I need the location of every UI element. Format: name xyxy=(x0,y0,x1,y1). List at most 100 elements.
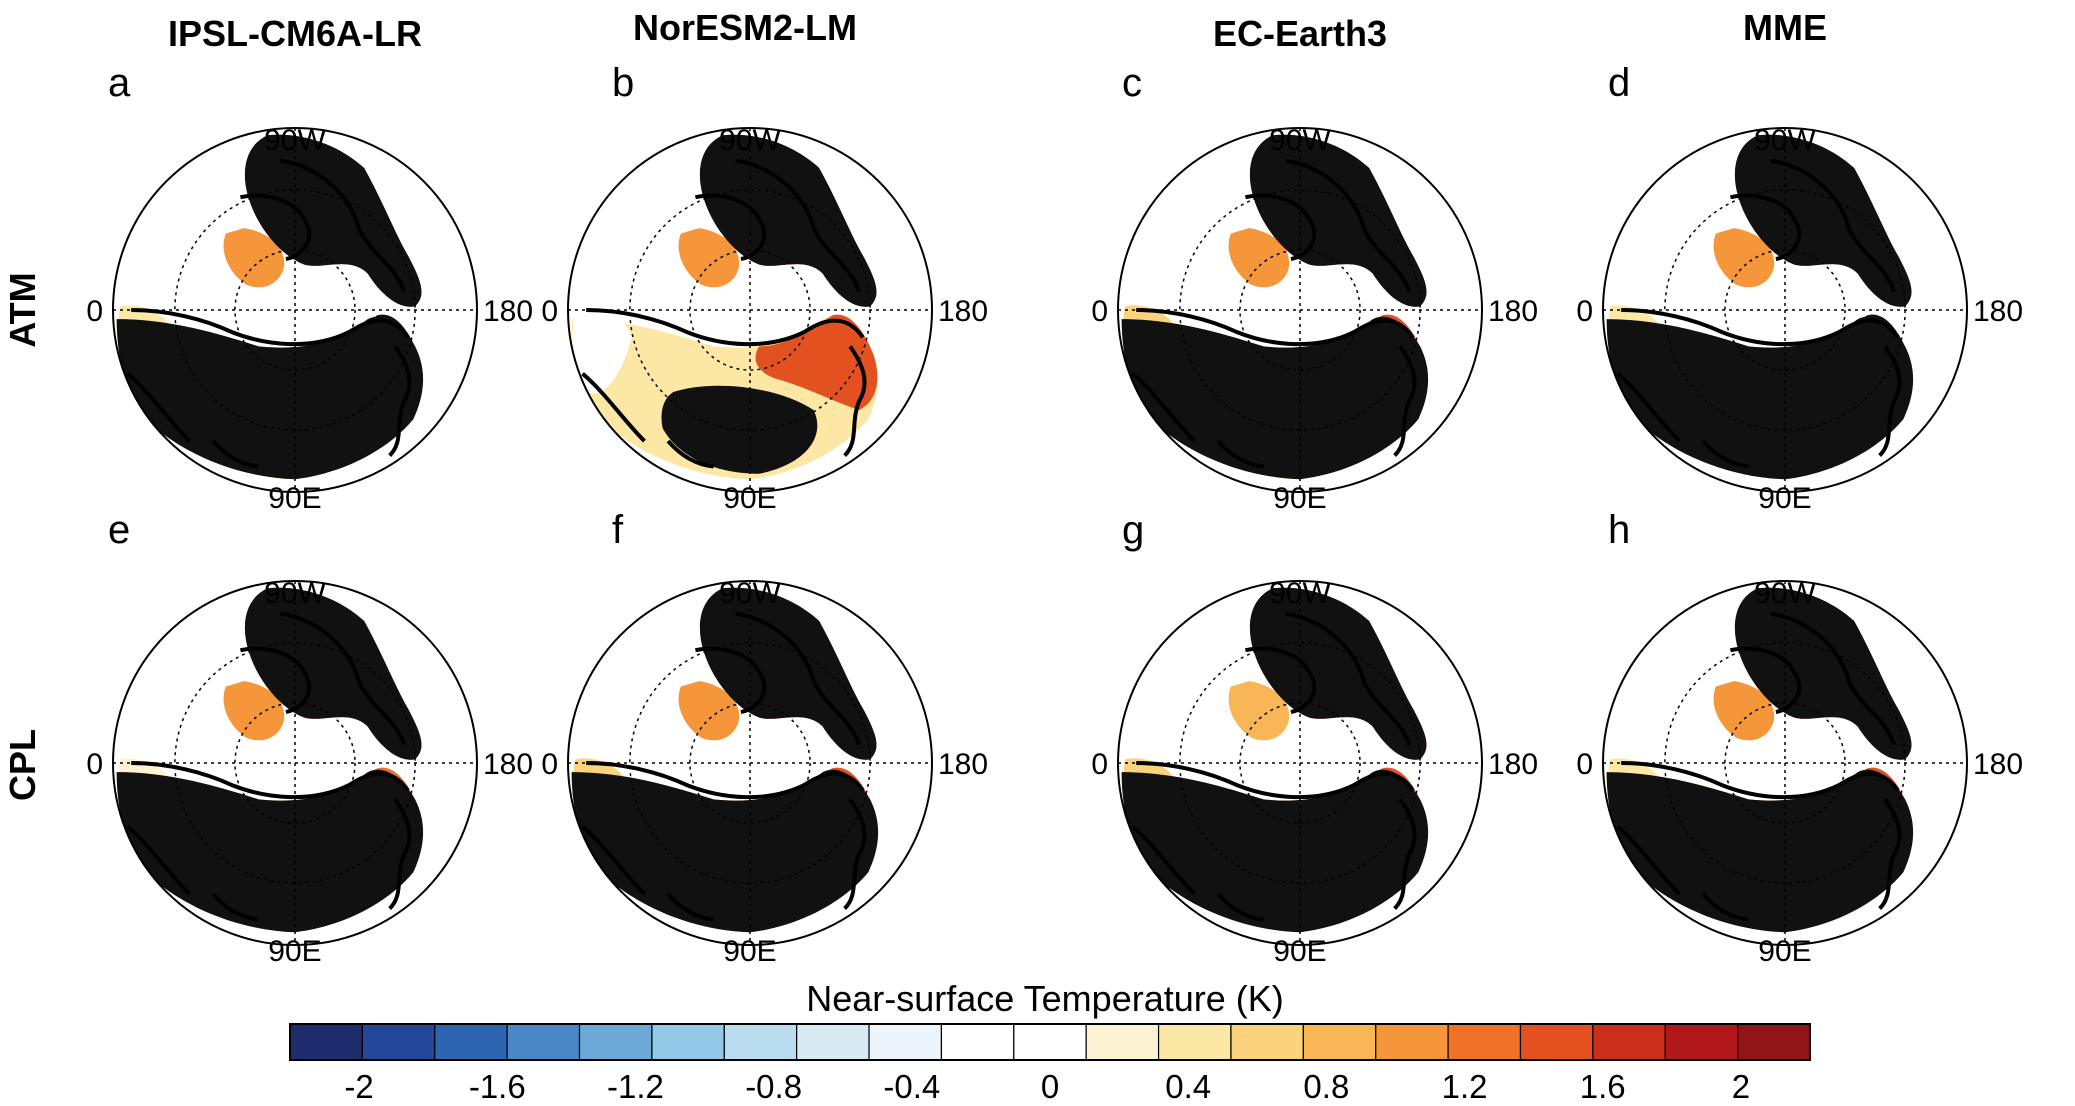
map-boundary xyxy=(567,580,933,946)
lon-label-90w: 90W xyxy=(1269,124,1331,157)
hatching-central-asia xyxy=(206,838,363,927)
lon-label-90w: 90W xyxy=(264,124,326,157)
lon-label-90w: 90W xyxy=(264,577,326,610)
hatching-eurasia xyxy=(1121,316,1429,480)
colorbar-swatch xyxy=(1737,1023,1811,1061)
region-siberia xyxy=(755,314,878,411)
lon-label-90e: 90E xyxy=(723,482,776,515)
coastline xyxy=(666,892,714,922)
hatching-american-arctic xyxy=(244,134,422,307)
colorbar-tick-label: 0 xyxy=(1041,1068,1059,1105)
coastline xyxy=(1131,825,1196,896)
colorbar-swatch xyxy=(651,1023,725,1061)
coastline xyxy=(1216,439,1264,469)
map-panel-e: 90W 90E 0 180 e xyxy=(86,508,533,968)
coastline xyxy=(1730,646,1802,715)
panel-letter-a: a xyxy=(108,61,131,105)
coastline xyxy=(240,646,312,715)
region-greenland xyxy=(1713,681,1775,741)
region-greenland xyxy=(678,681,740,741)
colorbar-tick-label: -1.2 xyxy=(607,1068,664,1105)
lon-label-180: 180 xyxy=(938,295,988,328)
map-panel-c: 90W 90E 0 180 c xyxy=(1091,61,1538,515)
coastline xyxy=(1393,798,1417,911)
lon-label-90e: 90E xyxy=(1758,935,1811,968)
lon-label-90e: 90E xyxy=(268,482,321,515)
colorbar-swatch xyxy=(1447,1023,1522,1061)
coastline xyxy=(666,439,714,469)
lon-label-90w: 90W xyxy=(719,577,781,610)
map-boundary xyxy=(567,127,933,493)
lon-label-90e: 90E xyxy=(723,935,776,968)
colorbar-tick-label: 0.8 xyxy=(1303,1068,1349,1105)
colorbar-swatch xyxy=(796,1023,870,1061)
panel-letter-d: d xyxy=(1608,61,1630,105)
coastline xyxy=(388,798,412,911)
map-boundary xyxy=(1117,127,1483,493)
lon-label-0: 0 xyxy=(1091,748,1108,781)
lon-label-90e: 90E xyxy=(1273,482,1326,515)
map-boundary xyxy=(112,127,478,493)
hatching-american-arctic xyxy=(699,587,877,760)
coastline xyxy=(1621,761,1900,800)
lon-label-180: 180 xyxy=(483,295,533,328)
colorbar-tick-label: 1.2 xyxy=(1442,1068,1488,1105)
lon-label-0: 0 xyxy=(541,295,558,328)
region-greenland xyxy=(678,228,740,288)
hatching-central-asia xyxy=(661,838,818,927)
coastline xyxy=(1621,308,1900,347)
coastline xyxy=(586,308,865,347)
coastline xyxy=(1136,308,1415,347)
coastline xyxy=(586,761,865,800)
colorbar-swatch xyxy=(1375,1023,1449,1061)
coastline xyxy=(1701,439,1749,469)
coastline xyxy=(126,825,191,896)
panel-letter-h: h xyxy=(1608,508,1630,552)
hatching-central-asia xyxy=(1696,838,1853,927)
colorbar-swatch xyxy=(1085,1023,1160,1061)
coastline xyxy=(1216,892,1264,922)
hatching-american-arctic xyxy=(1734,134,1912,307)
colorbar-frame xyxy=(289,1023,1811,1061)
coastline xyxy=(240,193,312,262)
map-boundary xyxy=(112,580,478,946)
region-europe xyxy=(572,305,632,394)
colorbar-tick-label: 2 xyxy=(1732,1068,1750,1105)
coastline xyxy=(1878,345,1902,458)
coastline xyxy=(735,158,862,293)
coastline xyxy=(1131,372,1196,443)
lon-label-90w: 90W xyxy=(1269,577,1331,610)
map-boundary xyxy=(1117,580,1483,946)
lon-label-180: 180 xyxy=(1973,748,2023,781)
colorbar-swatch xyxy=(361,1023,436,1061)
colorbar-swatch xyxy=(434,1023,508,1061)
colorbar-swatch xyxy=(289,1023,363,1061)
lon-label-180: 180 xyxy=(1488,295,1538,328)
map-panel-g: 90W 90E 0 180 g xyxy=(1091,508,1538,968)
lon-label-90w: 90W xyxy=(719,124,781,157)
colorbar-swatch xyxy=(1302,1023,1377,1061)
map-panel-b: 90W 90E 0 180 b xyxy=(541,61,988,515)
region-greenland xyxy=(1713,228,1775,288)
region-greenland xyxy=(1228,228,1290,288)
colorbar-swatch xyxy=(1013,1023,1087,1061)
panel-letter-c: c xyxy=(1122,61,1142,105)
row-label-cpl: CPL xyxy=(2,729,43,801)
coastline xyxy=(695,646,767,715)
panel-letter-f: f xyxy=(612,508,624,552)
column-title-noresm: NorESM2-LM xyxy=(633,7,857,48)
coastline xyxy=(1701,892,1749,922)
colorbar-tick-label: 1.6 xyxy=(1580,1068,1626,1105)
coastline xyxy=(131,761,410,800)
column-title-ipsl: IPSL-CM6A-LR xyxy=(168,13,422,54)
coastline xyxy=(581,825,646,896)
hatching-siberia xyxy=(300,314,423,411)
coastline xyxy=(735,611,862,746)
colorbar-swatch xyxy=(1230,1023,1304,1061)
colorbar-tick-label: -2 xyxy=(344,1068,373,1105)
coastline xyxy=(1393,345,1417,458)
lon-label-90w: 90W xyxy=(1754,577,1816,610)
lon-label-180: 180 xyxy=(483,748,533,781)
